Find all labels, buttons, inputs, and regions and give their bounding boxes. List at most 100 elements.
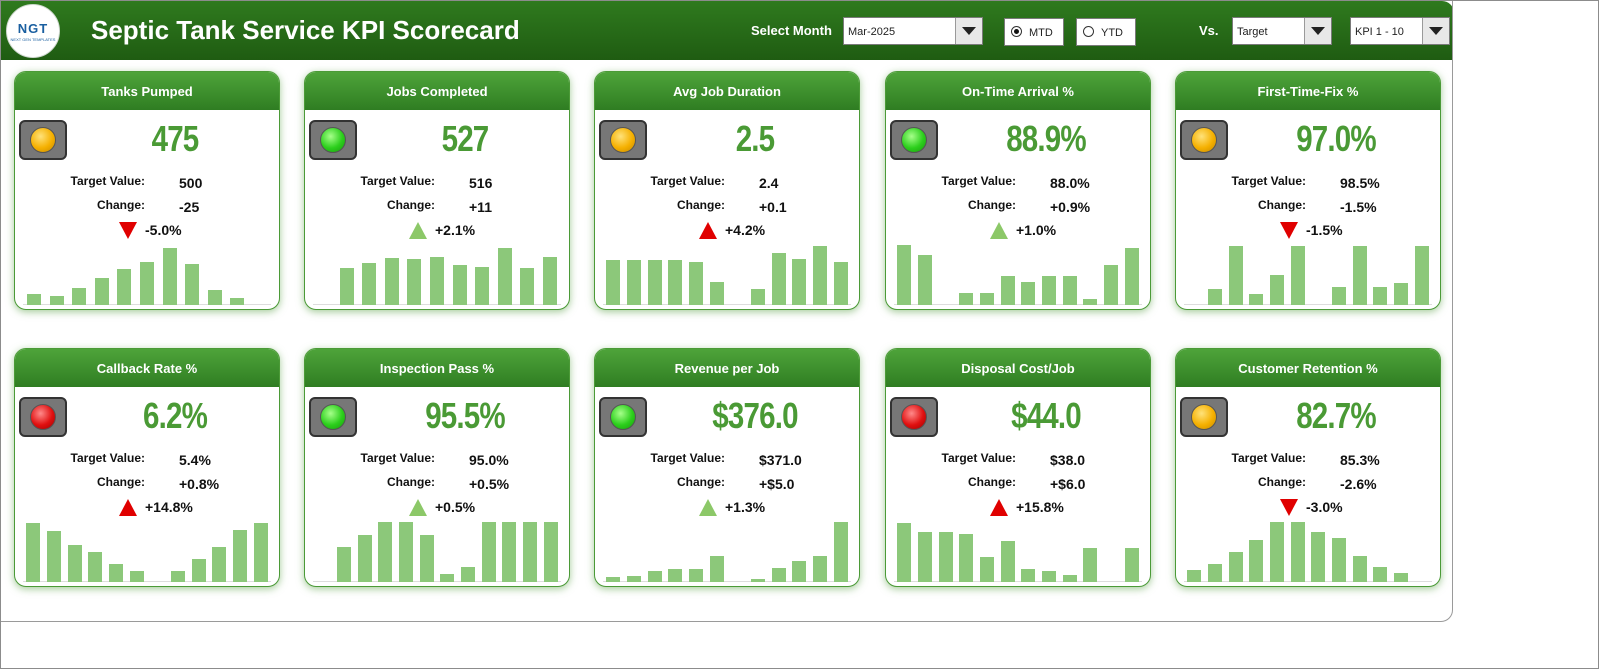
kpi-card-title: Callback Rate % [15, 349, 279, 387]
trend-bar [647, 571, 662, 582]
trend-bar [502, 522, 517, 582]
trend-bar [813, 246, 827, 305]
change-value: +0.8% [179, 476, 220, 492]
trend-bar [171, 571, 185, 582]
ytd-radio[interactable]: YTD [1076, 18, 1136, 46]
trend-bar [1124, 248, 1139, 305]
trend-bar [1042, 571, 1056, 582]
kpi-card: Tanks Pumped 475 Target Value: 500 Chang… [14, 71, 280, 310]
traffic-light-icon [1180, 120, 1228, 160]
trend-bar [26, 523, 41, 582]
trend-bar [1311, 532, 1326, 582]
kpi-range-dropdown-value: KPI 1 - 10 [1355, 26, 1404, 38]
trend-bar [1414, 246, 1429, 305]
change-label: Change: [677, 475, 725, 489]
trend-bar [709, 556, 724, 582]
trend-bar [1270, 275, 1284, 305]
change-value: +0.1 [759, 199, 787, 215]
change-percent: -5.0% [145, 222, 182, 238]
change-percent: +1.3% [725, 499, 766, 515]
trend-bar [1062, 575, 1077, 582]
trend-bar [668, 569, 683, 582]
trend-bar [1290, 522, 1305, 582]
trend-bar [1208, 289, 1222, 305]
trend-bar [162, 248, 177, 305]
trend-bar [230, 298, 245, 305]
trend-bar [627, 576, 641, 582]
vs-dropdown[interactable]: Target [1232, 17, 1332, 45]
traffic-light-icon [19, 120, 67, 160]
trend-bar [419, 535, 434, 582]
target-label: Target Value: [1231, 451, 1306, 465]
target-value: 98.5% [1340, 175, 1380, 191]
traffic-light-icon [309, 397, 357, 437]
trend-bar [627, 260, 641, 305]
traffic-light-icon [1180, 397, 1228, 437]
kpi-value: 6.2% [142, 395, 208, 436]
mtd-radio[interactable]: MTD [1004, 18, 1064, 46]
arrow-up-icon [699, 499, 717, 516]
kpi-value: 527 [441, 118, 490, 159]
traffic-light-icon [19, 397, 67, 437]
change-value: -2.6% [1340, 476, 1377, 492]
trend-bar [959, 293, 974, 305]
trend-bar [668, 260, 683, 305]
kpi-value: 82.7% [1296, 395, 1376, 436]
chevron-down-icon[interactable] [955, 18, 982, 44]
trend-bar [430, 257, 444, 305]
kpi-card-title: On-Time Arrival % [886, 72, 1150, 110]
chevron-down-icon[interactable] [1304, 18, 1331, 44]
trend-bar [1352, 246, 1367, 305]
change-label: Change: [97, 198, 145, 212]
trend-bar-chart [603, 241, 851, 305]
change-percent: +15.8% [1016, 499, 1064, 515]
trend-bar [771, 253, 786, 305]
month-dropdown[interactable]: Mar-2025 [843, 17, 983, 45]
change-value: -25 [179, 199, 200, 215]
vs-label: Vs. [1199, 23, 1219, 38]
target-label: Target Value: [70, 451, 145, 465]
kpi-card: Inspection Pass % 95.5% Target Value: 95… [304, 348, 570, 587]
trend-bar [751, 289, 765, 305]
logo: NGT NEXT GEN TEMPLATES [6, 4, 60, 58]
trend-bar [475, 267, 490, 305]
change-value: +$6.0 [1050, 476, 1086, 492]
trend-bar [461, 567, 475, 582]
traffic-light-icon [890, 120, 938, 160]
status-bulb [30, 127, 56, 153]
trend-bar [1249, 540, 1264, 582]
kpi-card-title: Avg Job Duration [595, 72, 859, 110]
trend-bar [378, 522, 393, 582]
trend-bar [233, 530, 247, 582]
target-label: Target Value: [650, 174, 725, 188]
trend-bar [362, 263, 377, 305]
trend-bar [1083, 548, 1098, 582]
trend-bar [1373, 567, 1388, 582]
ytd-radio-label: YTD [1101, 27, 1123, 39]
trend-bar [918, 255, 932, 305]
kpi-range-dropdown[interactable]: KPI 1 - 10 [1350, 17, 1450, 45]
arrow-up-icon [699, 222, 717, 239]
target-value: 2.4 [759, 175, 779, 191]
trend-bar [407, 259, 422, 305]
status-bulb [320, 127, 346, 153]
kpi-value: 2.5 [735, 118, 775, 159]
trend-bar [897, 245, 912, 305]
target-value: 500 [179, 175, 203, 191]
mtd-radio-label: MTD [1029, 27, 1053, 39]
trend-bar [751, 579, 765, 582]
arrow-up-icon [990, 499, 1008, 516]
trend-bar-chart [313, 518, 561, 582]
trend-bar [117, 269, 132, 305]
trend-bar [1332, 538, 1346, 582]
kpi-value: 88.9% [1006, 118, 1086, 159]
change-percent: +0.5% [435, 499, 476, 515]
trend-bar [1270, 522, 1284, 582]
kpi-card: Jobs Completed 527 Target Value: 516 Cha… [304, 71, 570, 310]
status-bulb [901, 404, 927, 430]
chevron-down-icon[interactable] [1422, 18, 1449, 44]
trend-bar [72, 288, 87, 305]
change-percent: +2.1% [435, 222, 476, 238]
trend-bar [49, 296, 64, 305]
trend-bar [47, 531, 61, 582]
